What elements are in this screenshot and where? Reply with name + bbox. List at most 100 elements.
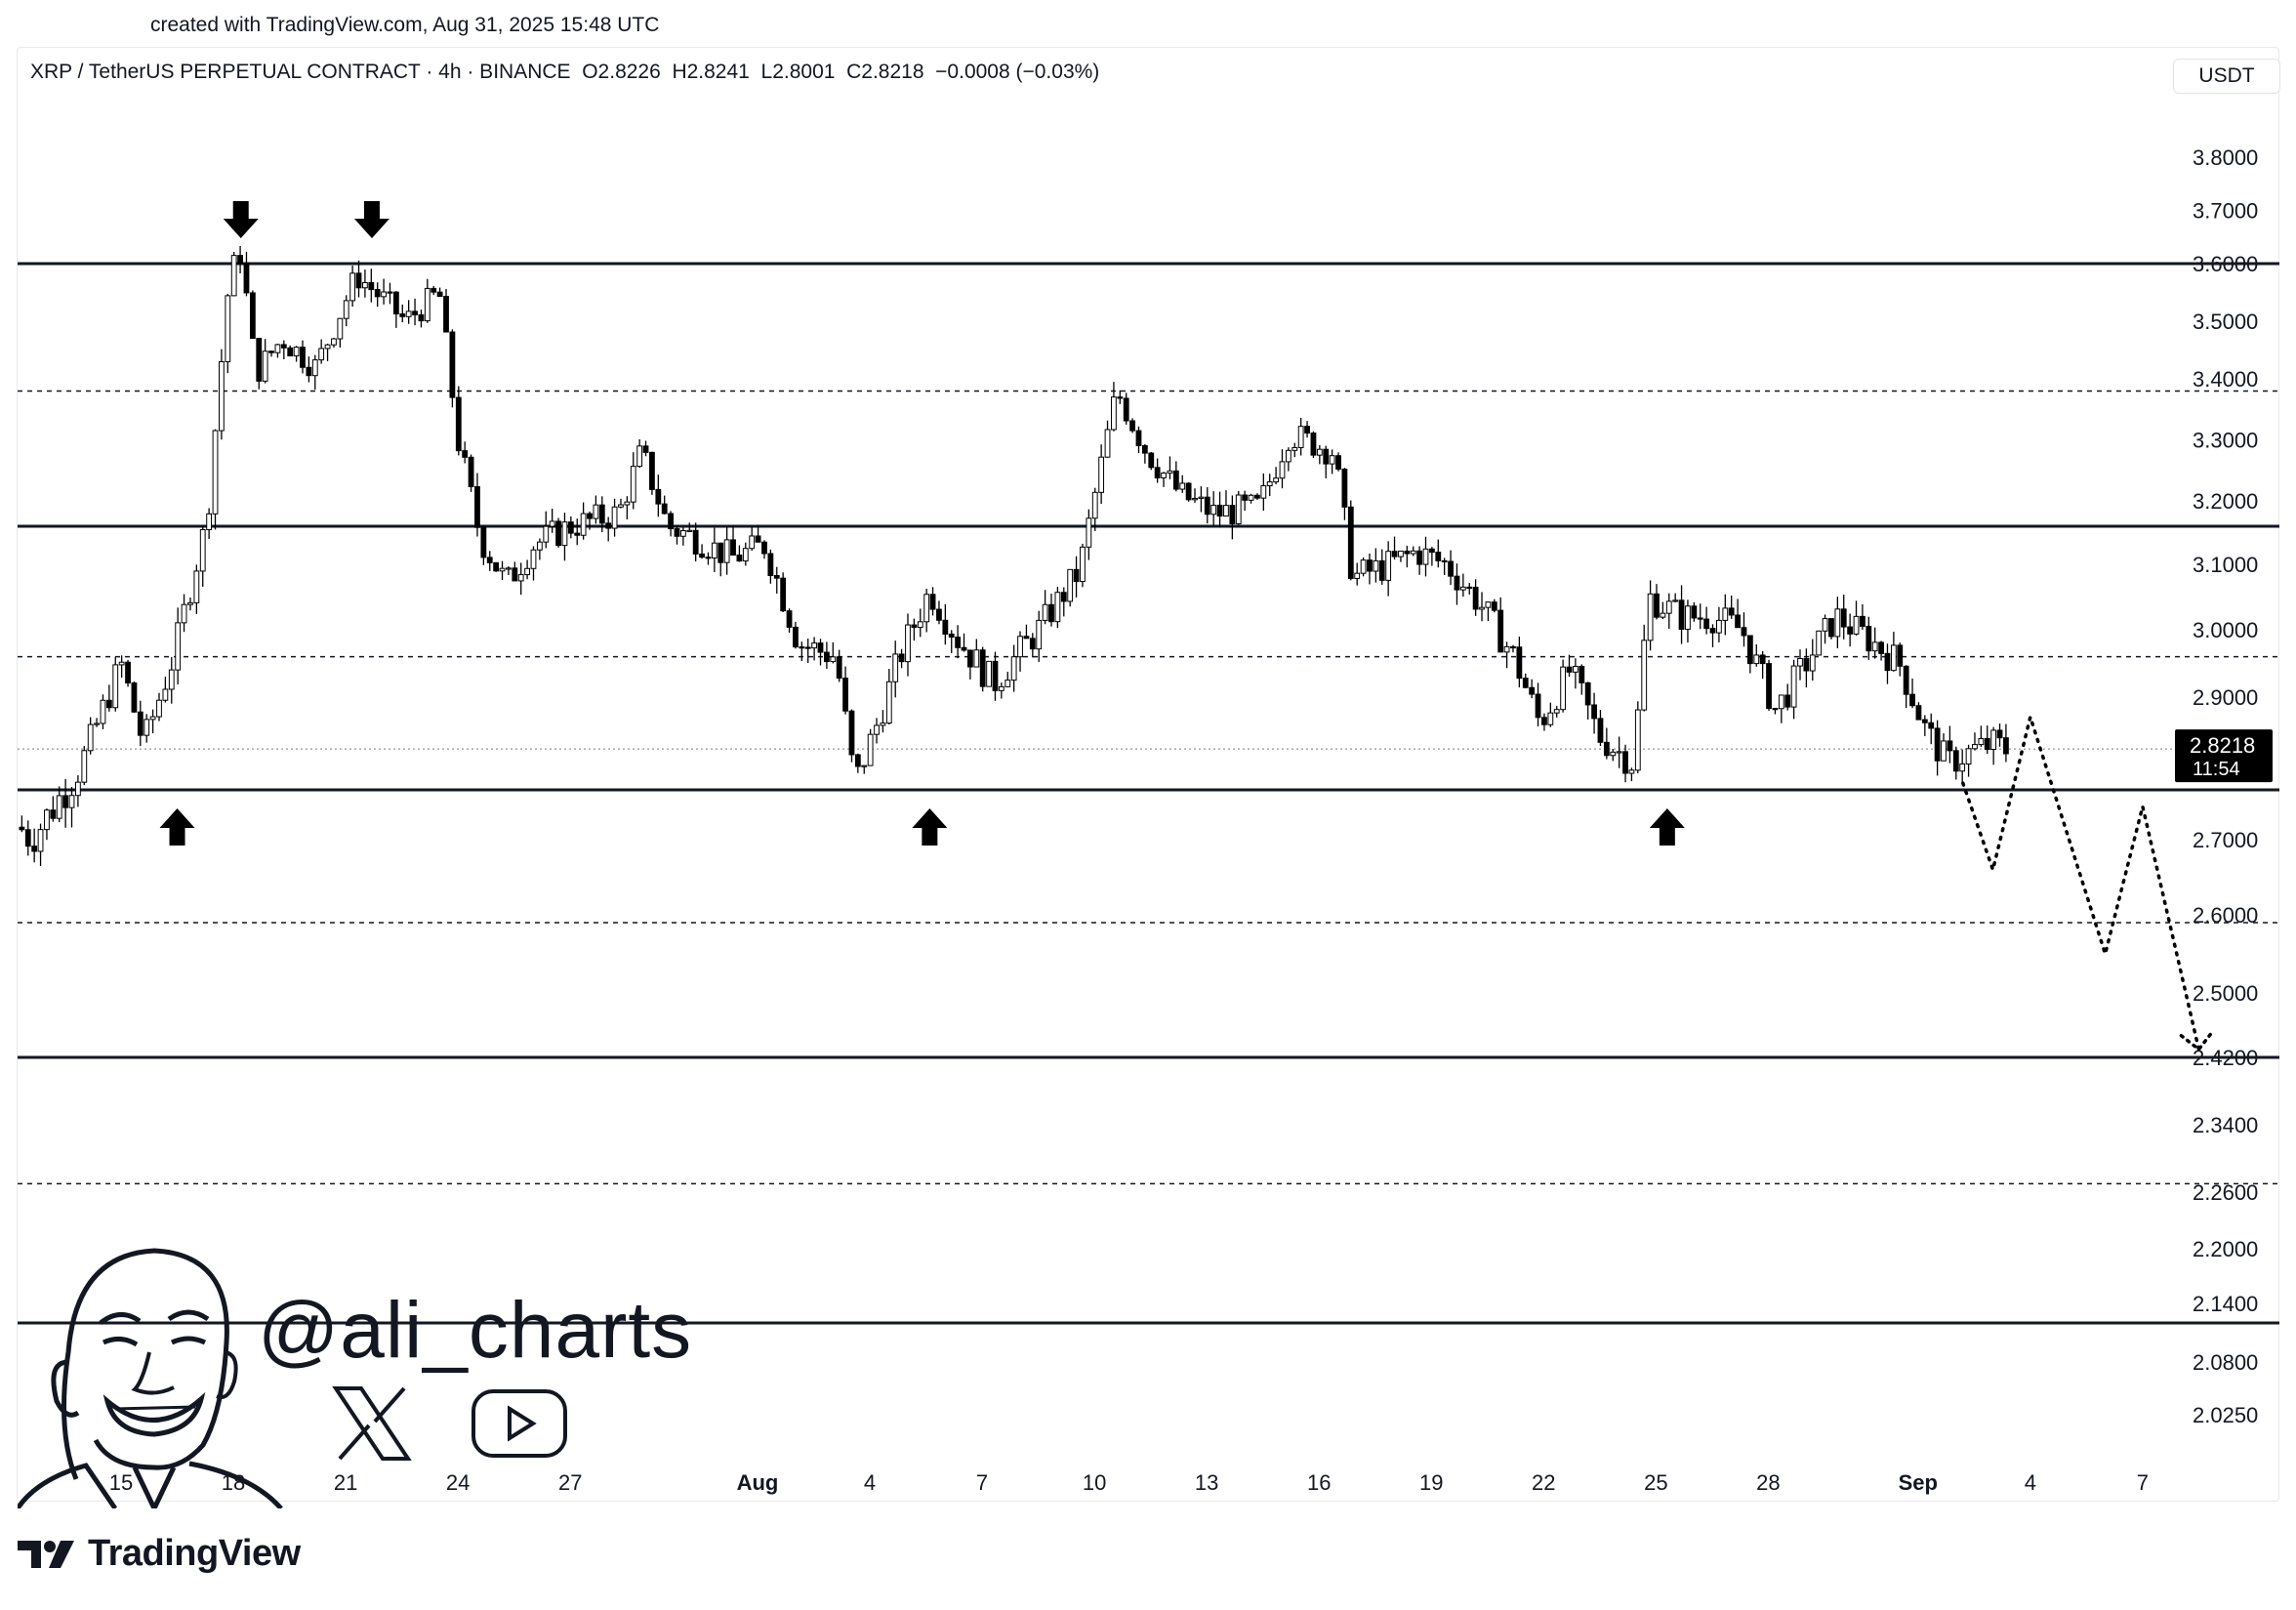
y-tick-label: 2.1400 (2193, 1292, 2258, 1316)
x-axis: 15 18 21 24 27 Aug 4 7 10 13 16 19 22 25 28 Sep 4 7 (109, 1470, 2149, 1495)
currency-button[interactable]: USDT (2173, 59, 2280, 94)
candle-body (1459, 586, 1466, 591)
candle-body (517, 574, 524, 582)
candle-body (661, 503, 668, 515)
candle-body (168, 669, 175, 690)
candle-body (311, 359, 318, 377)
author-watermark: @ali_charts (258, 1286, 693, 1375)
candle-body (967, 649, 973, 668)
y-tick-label: 2.4200 (2193, 1046, 2258, 1070)
candle-body (1454, 575, 1460, 591)
candle-body (711, 542, 718, 559)
candle-body (87, 723, 94, 752)
price-chart[interactable]: 3.8000 3.7000 3.6000 3.5000 3.4000 3.3000 3.20… (0, 0, 2296, 1523)
candle-body (1510, 645, 1516, 649)
y-tick-label: 3.6000 (2193, 252, 2258, 276)
candle-body (486, 557, 493, 563)
candle-body (144, 719, 150, 736)
candle-body (1497, 609, 1504, 653)
tradingview-brand[interactable]: TradingView (18, 1533, 301, 1575)
candle-body (1984, 738, 1990, 750)
candle-body (1285, 449, 1292, 463)
candle-body (1216, 504, 1223, 517)
candle-body (137, 711, 144, 736)
tradingview-wordmark: TradingView (88, 1533, 301, 1574)
candle-body (418, 313, 425, 322)
candle-body (62, 795, 69, 808)
candle-body (1367, 559, 1373, 572)
y-tick-label: 2.6000 (2193, 903, 2258, 928)
candle-body (331, 338, 337, 346)
candle-body (898, 653, 905, 663)
candle-body (1628, 769, 1635, 774)
candle-body (1909, 693, 1915, 707)
candle-body (1759, 654, 1766, 665)
candle-body (1198, 496, 1205, 499)
candle-body (543, 525, 550, 543)
candle-body (1129, 420, 1135, 432)
candle-body (911, 624, 918, 629)
candle-body (1535, 693, 1541, 719)
candle-body (1054, 592, 1061, 623)
candle-body (1941, 740, 1947, 762)
candle-body (1778, 694, 1784, 710)
candle-body (1840, 608, 1847, 628)
candle-body (1210, 504, 1217, 516)
current-price-tag (2175, 729, 2273, 783)
candle-body (1603, 741, 1610, 757)
candle-body (256, 338, 263, 382)
candle-body (780, 577, 787, 612)
candle-body (786, 610, 793, 628)
candle-body (1135, 430, 1142, 446)
candle-body (455, 396, 462, 452)
candle-body (1248, 494, 1254, 501)
candle-body (474, 486, 480, 528)
x-logo-icon (332, 1386, 412, 1461)
candle-body (381, 291, 387, 298)
candle-body (773, 574, 780, 579)
y-tick-label: 2.7000 (2193, 828, 2258, 852)
x-tick-label: 7 (2137, 1470, 2149, 1495)
candle-body (1803, 657, 1810, 672)
current-price-label: 2.8218 (2190, 733, 2255, 758)
candle-body (1660, 612, 1666, 618)
candle-body (817, 642, 824, 653)
candle-body (636, 445, 643, 468)
candle-body (1123, 397, 1129, 422)
x-tick-label: 4 (864, 1470, 876, 1495)
candle-body (1341, 468, 1348, 508)
candle-body (1753, 654, 1760, 665)
candle-body (1716, 619, 1722, 634)
candle-body (555, 520, 561, 547)
candle-body (668, 513, 675, 530)
candle-body (1884, 652, 1891, 672)
candle-body (1678, 599, 1685, 631)
y-tick-label: 3.2000 (2193, 489, 2258, 514)
candle-body (449, 331, 456, 398)
candle-body (1622, 751, 1628, 774)
candle-body (19, 826, 25, 831)
candle-body (1080, 546, 1086, 582)
candle-body (436, 291, 443, 298)
candle-body (1023, 636, 1030, 640)
candle-body (105, 699, 112, 709)
candle-body (1978, 738, 1985, 746)
candle-body (1017, 636, 1023, 658)
x-tick-label: 4 (2025, 1470, 2036, 1495)
candle-body (1654, 593, 1660, 618)
candle-body (605, 522, 612, 529)
candle-body (867, 733, 874, 766)
candle-body (1860, 615, 1866, 627)
candle-body (506, 567, 512, 570)
candle-body (1111, 396, 1117, 431)
candle-body (1441, 559, 1448, 563)
symbol-title[interactable]: XRP / TetherUS PERPETUAL CONTRACT · 4h ·… (30, 61, 571, 83)
candle-body (630, 466, 636, 503)
candle-body (1117, 396, 1124, 399)
candle-body (1242, 494, 1249, 501)
candle-body (1273, 477, 1279, 483)
candle-body (1584, 681, 1591, 706)
candle-body (730, 539, 736, 556)
y-tick-label: 3.8000 (2193, 145, 2258, 170)
candle-body (1685, 605, 1691, 631)
